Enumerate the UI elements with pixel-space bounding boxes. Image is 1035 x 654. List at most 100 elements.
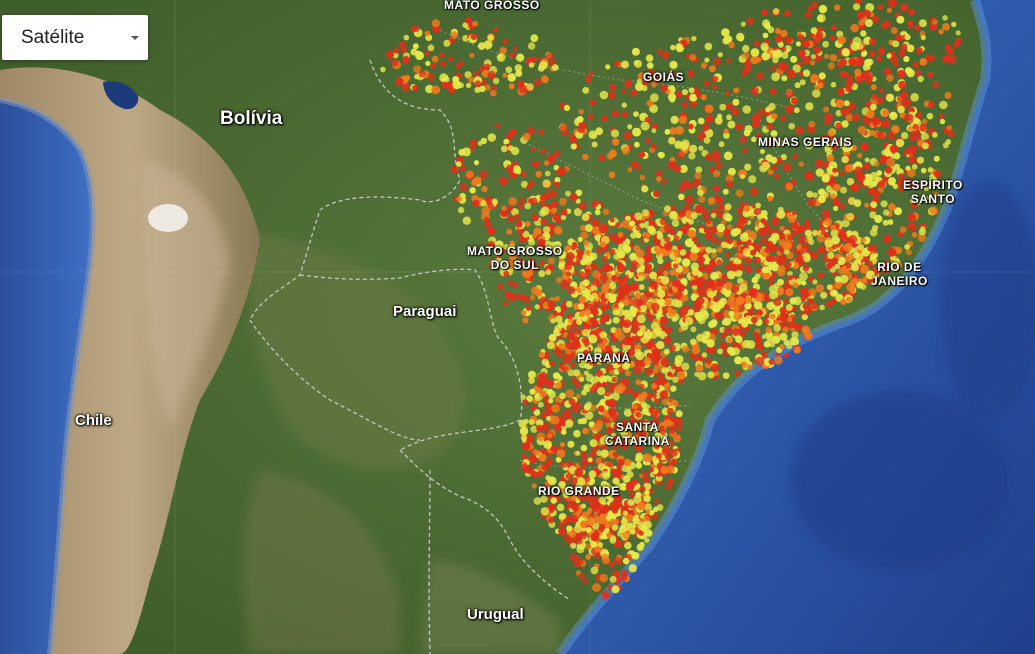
hotspot-point <box>590 450 597 457</box>
hotspot-point <box>645 263 653 271</box>
hotspot-point <box>707 371 715 379</box>
hotspot-point <box>549 360 555 367</box>
hotspot-point <box>514 293 521 300</box>
hotspot-point <box>724 251 731 258</box>
hotspot-point <box>600 299 607 307</box>
hotspot-point <box>546 416 551 421</box>
hotspot-point <box>629 529 636 535</box>
hotspot-point <box>803 254 811 263</box>
hotspot-point <box>557 526 567 536</box>
hotspot-point <box>467 76 474 83</box>
hotspot-point <box>808 120 816 128</box>
hotspot-point <box>700 62 708 69</box>
hotspot-point <box>524 245 533 255</box>
hotspot-point <box>669 210 678 219</box>
hotspot-point <box>636 501 646 511</box>
hotspot-point <box>631 335 637 341</box>
hotspot-point <box>584 75 593 84</box>
hotspot-point <box>611 392 620 401</box>
hotspot-point <box>681 89 689 96</box>
hotspot-point <box>507 145 514 152</box>
hotspot-point <box>613 468 623 478</box>
hotspot-point <box>719 103 727 111</box>
hotspot-point <box>865 178 873 186</box>
hotspot-point <box>413 65 422 74</box>
hotspot-point <box>775 138 784 148</box>
hotspot-point <box>898 173 904 179</box>
hotspot-point <box>664 128 671 135</box>
hotspot-point <box>550 444 559 453</box>
hotspot-point <box>871 15 880 23</box>
hotspot-point <box>794 82 801 89</box>
hotspot-point <box>393 48 400 54</box>
hotspot-point <box>634 442 642 451</box>
hotspot-point <box>642 79 650 87</box>
hotspot-point <box>668 71 676 80</box>
hotspot-point <box>524 221 531 227</box>
hotspot-point <box>832 167 838 173</box>
hotspot-point <box>826 262 833 270</box>
hotspot-point <box>802 264 810 272</box>
hotspot-point <box>597 387 606 396</box>
hotspot-point <box>723 128 729 134</box>
hotspot-point <box>657 290 666 299</box>
hotspot-point <box>536 432 545 441</box>
hotspot-point <box>511 208 519 216</box>
hotspot-point <box>726 270 736 280</box>
hotspot-point <box>827 129 835 137</box>
hotspot-point <box>645 509 651 515</box>
hotspot-point <box>899 226 907 234</box>
hotspot-point <box>761 51 770 61</box>
hotspot-point <box>728 310 735 317</box>
hotspot-point <box>604 522 611 529</box>
hotspot-point <box>484 220 492 228</box>
hotspot-point <box>591 263 598 270</box>
hotspot-point <box>927 167 934 173</box>
hotspot-point <box>760 236 768 245</box>
hotspot-point <box>914 24 921 31</box>
hotspot-point <box>810 54 817 60</box>
hotspot-point <box>755 356 765 366</box>
hotspot-point <box>582 328 591 337</box>
hotspot-point <box>790 55 798 63</box>
hotspot-point <box>507 205 513 211</box>
hotspot-point <box>631 552 640 560</box>
hotspot-point <box>818 72 826 80</box>
hotspot-point <box>773 324 781 332</box>
hotspot-point <box>780 115 787 122</box>
hotspot-point <box>826 284 833 291</box>
hotspot-point <box>827 62 835 70</box>
hotspot-point <box>644 489 650 496</box>
hotspot-point <box>623 408 633 417</box>
label-espirito-santo: ESPÍRITO SANTO <box>903 178 963 206</box>
map-type-dropdown[interactable]: Satélite <box>2 15 148 60</box>
hotspot-point <box>731 285 740 293</box>
hotspot-point <box>487 34 494 41</box>
hotspot-point <box>427 73 435 81</box>
hotspot-point <box>516 53 525 62</box>
hotspot-point <box>500 248 506 254</box>
hotspot-point <box>474 80 482 88</box>
hotspot-point <box>682 295 689 302</box>
hotspot-point <box>601 489 607 495</box>
hotspot-point <box>519 294 526 301</box>
hotspot-point <box>919 58 927 66</box>
hotspot-point <box>661 178 667 185</box>
hotspot-point <box>530 425 538 433</box>
hotspot-point <box>540 206 550 216</box>
hotspot-point <box>564 340 574 350</box>
hotspot-point <box>565 473 572 480</box>
hotspot-point <box>580 503 587 509</box>
hotspot-point <box>400 47 407 53</box>
label-bolivia: Bolívia <box>220 108 283 129</box>
hotspot-point <box>624 79 633 88</box>
hotspot-point <box>608 91 616 100</box>
hotspot-point <box>606 460 613 467</box>
hotspot-point <box>695 305 701 311</box>
hotspot-point <box>764 266 772 274</box>
hotspot-point <box>740 21 746 27</box>
hotspot-point <box>559 513 566 520</box>
hotspot-point <box>602 208 610 216</box>
hotspot-point <box>777 265 786 273</box>
